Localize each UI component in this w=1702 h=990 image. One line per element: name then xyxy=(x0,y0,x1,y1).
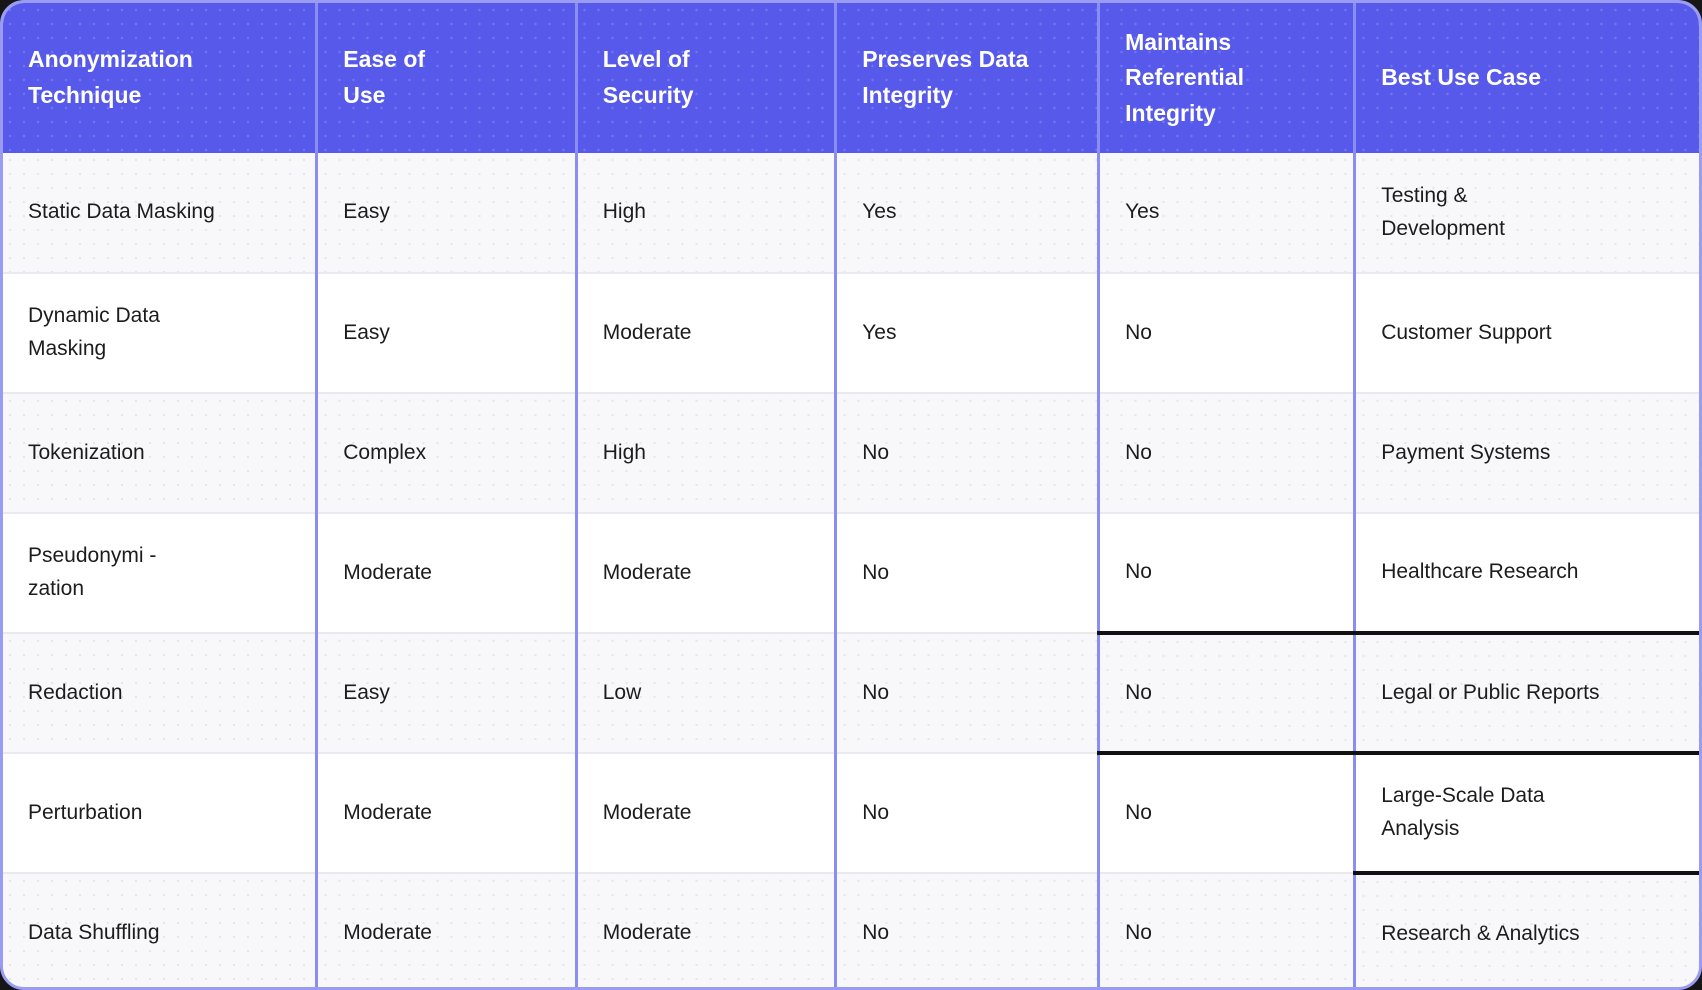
column-header-technique: Anonymization Technique xyxy=(3,3,317,153)
anonymization-comparison-table: Anonymization Technique Ease of Use Leve… xyxy=(3,3,1699,987)
cell-use_case: Large-Scale Data Analysis xyxy=(1353,752,1699,875)
cell-technique: Redaction xyxy=(3,632,317,753)
cell-technique: Perturbation xyxy=(3,752,317,873)
cell-use_case: Legal or Public Reports xyxy=(1353,632,1699,755)
table-row: Data Shuffling Moderate Moderate No No Resear… xyxy=(3,872,1699,987)
cell-ease: Moderate xyxy=(315,512,577,633)
cell-referential: Yes xyxy=(1097,153,1355,273)
cell-security: Low xyxy=(574,632,836,753)
table-row: Redaction Easy Low No No Legal or Public Repo… xyxy=(3,632,1699,755)
column-header-use-case: Best Use Case xyxy=(1353,3,1699,153)
cell-security: Moderate xyxy=(574,272,836,393)
cell-technique: Data Shuffling xyxy=(3,872,317,987)
cell-use_case: Testing & Development xyxy=(1353,153,1699,273)
cell-security: Moderate xyxy=(574,512,836,633)
column-header-preserves: Preserves Data Integrity xyxy=(834,3,1099,153)
cell-referential: No xyxy=(1097,392,1355,513)
table-row: Dynamic Data Masking Easy Moderate Yes No Cus… xyxy=(3,272,1699,393)
column-header-ease: Ease of Use xyxy=(315,3,577,153)
cell-technique: Static Data Masking xyxy=(3,153,317,273)
cell-ease: Easy xyxy=(315,272,577,393)
cell-use_case: Customer Support xyxy=(1353,272,1699,393)
cell-use_case: Payment Systems xyxy=(1353,392,1699,513)
column-header-referential: Maintains Referential Integrity xyxy=(1097,3,1355,153)
cell-security: High xyxy=(574,392,836,513)
column-header-security: Level of Security xyxy=(574,3,836,153)
table-header: Anonymization Technique Ease of Use Leve… xyxy=(3,3,1699,153)
table-row: Pseudonymi - zation Moderate Moderate No No H… xyxy=(3,512,1699,635)
cell-ease: Complex xyxy=(315,392,577,513)
cell-referential: No xyxy=(1097,872,1355,987)
cell-ease: Moderate xyxy=(315,752,577,873)
cell-referential: No xyxy=(1097,752,1355,873)
cell-use_case: Healthcare Research xyxy=(1353,512,1699,635)
cell-security: High xyxy=(574,153,836,273)
cell-ease: Moderate xyxy=(315,872,577,987)
header-row: Anonymization Technique Ease of Use Leve… xyxy=(3,3,1699,153)
cell-technique: Dynamic Data Masking xyxy=(3,272,317,393)
table-row: Perturbation Moderate Moderate No No Large-Sc… xyxy=(3,752,1699,875)
cell-preserves: Yes xyxy=(834,272,1099,393)
cell-preserves: No xyxy=(834,632,1099,753)
cell-ease: Easy xyxy=(315,632,577,753)
cell-security: Moderate xyxy=(574,752,836,873)
cell-preserves: Yes xyxy=(834,153,1099,273)
table-row: Tokenization Complex High No No Payment Syste… xyxy=(3,392,1699,513)
cell-preserves: No xyxy=(834,872,1099,987)
cell-referential: No xyxy=(1097,632,1355,755)
cell-use_case: Research & Analytics xyxy=(1353,872,1699,987)
table-body: Static Data Masking Easy High Yes Yes Testing… xyxy=(3,153,1699,987)
cell-referential: No xyxy=(1097,272,1355,393)
cell-preserves: No xyxy=(834,752,1099,873)
cell-referential: No xyxy=(1097,512,1355,635)
cell-technique: Tokenization xyxy=(3,392,317,513)
cell-preserves: No xyxy=(834,512,1099,633)
cell-preserves: No xyxy=(834,392,1099,513)
cell-ease: Easy xyxy=(315,153,577,273)
table-row: Static Data Masking Easy High Yes Yes Testing… xyxy=(3,153,1699,273)
cell-security: Moderate xyxy=(574,872,836,987)
cell-technique: Pseudonymi - zation xyxy=(3,512,317,633)
